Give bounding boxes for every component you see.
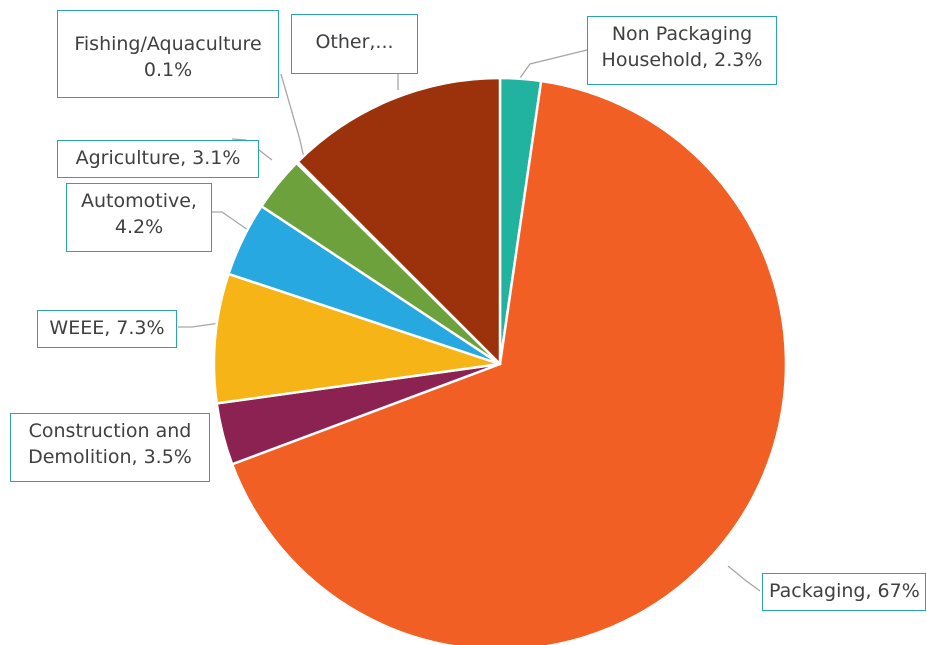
data-label-fishing-line1: Fishing/Aquaculture bbox=[74, 33, 262, 55]
data-label-packaging-text: Packaging, 67% bbox=[769, 580, 920, 602]
data-label-fishing-aquaculture: Fishing/Aquaculture 0.1% bbox=[57, 10, 279, 98]
data-label-nonpack-line1: Non Packaging bbox=[611, 23, 753, 45]
data-label-automotive: Automotive, 4.2% bbox=[66, 183, 212, 252]
data-label-nonpack-line2: Household, 2.3% bbox=[601, 49, 763, 71]
pie-slice-packaging bbox=[230, 79, 788, 645]
pie-slices bbox=[212, 76, 788, 645]
data-label-fishing-line2: 0.1% bbox=[143, 59, 193, 81]
data-label-packaging: Packaging, 67% bbox=[762, 573, 926, 611]
data-label-other-text: Other,... bbox=[315, 31, 394, 53]
leader-line bbox=[727, 565, 761, 592]
leader-lines bbox=[178, 49, 761, 592]
leader-line bbox=[212, 211, 249, 231]
data-label-non-packaging-household: Non Packaging Household, 2.3% bbox=[587, 16, 777, 85]
pie-slice-other bbox=[296, 76, 502, 366]
data-label-agri-text: Agriculture, 3.1% bbox=[75, 147, 241, 169]
data-label-construction-demolition: Construction and Demolition, 3.5% bbox=[10, 413, 210, 482]
data-label-constr-line2: Demolition, 3.5% bbox=[28, 446, 192, 468]
data-label-other: Other,... bbox=[291, 14, 418, 74]
data-label-agriculture: Agriculture, 3.1% bbox=[57, 140, 259, 178]
leader-line bbox=[178, 322, 221, 328]
data-label-auto-line2: 4.2% bbox=[114, 216, 164, 238]
data-label-constr-line1: Construction and bbox=[28, 420, 192, 442]
pie-slice-weee bbox=[212, 272, 502, 405]
data-label-auto-line1: Automotive, bbox=[81, 190, 197, 212]
leader-line bbox=[280, 73, 305, 159]
data-label-weee: WEEE, 7.3% bbox=[37, 310, 177, 348]
data-label-weee-text: WEEE, 7.3% bbox=[49, 317, 165, 339]
leader-line bbox=[519, 49, 588, 79]
